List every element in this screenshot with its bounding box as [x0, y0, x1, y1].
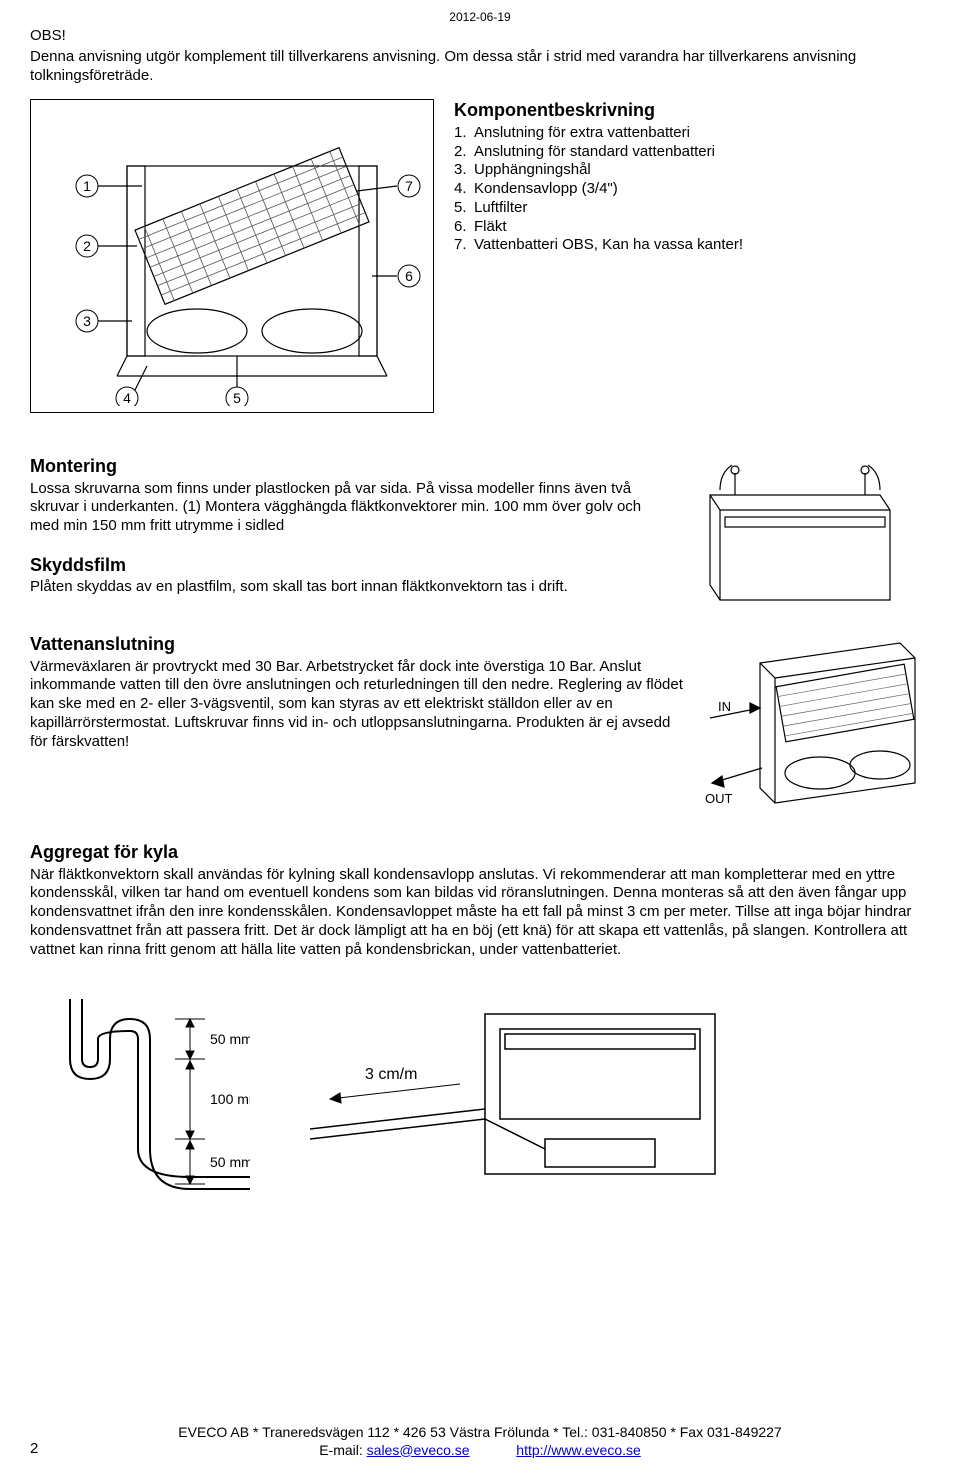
film-heading: Skyddsfilm: [30, 554, 670, 577]
svg-text:2: 2: [83, 238, 91, 254]
list-item: 4.Kondensavlopp (3/4"): [454, 180, 930, 199]
cooling-section: Aggregat för kyla När fläktkonvektorn sk…: [30, 841, 930, 959]
list-item: 6.Fläkt: [454, 218, 930, 237]
mounting-section: Montering Lossa skruvarna som finns unde…: [30, 455, 930, 615]
footer-url-link[interactable]: http://www.eveco.se: [516, 1442, 641, 1458]
component-row: 1 2 3 4 5 6 7 Komponentbeskrivning 1.Ans…: [30, 99, 930, 419]
svg-text:3: 3: [83, 313, 91, 329]
list-item: 5.Luftfilter: [454, 199, 930, 218]
svg-text:100 mm: 100 mm: [210, 1091, 250, 1107]
page-number: 2: [30, 1440, 38, 1459]
footer-spacer: [473, 1442, 512, 1458]
header-date: 2012-06-19: [30, 10, 930, 25]
svg-text:OUT: OUT: [705, 791, 733, 806]
svg-text:50 mm: 50 mm: [210, 1154, 250, 1170]
cabinet-icon: [690, 455, 900, 615]
components-items: 1.Anslutning för extra vattenbatteri 2.A…: [454, 124, 930, 255]
svg-text:4: 4: [123, 390, 131, 406]
list-item: 3.Upphängningshål: [454, 161, 930, 180]
mounting-heading: Montering: [30, 455, 670, 478]
page-footer: 2 EVECO AB * Traneredsvägen 112 * 426 53…: [30, 1424, 930, 1459]
components-heading: Komponentbeskrivning: [454, 99, 930, 122]
cooling-heading: Aggregat för kyla: [30, 841, 930, 864]
mounting-text: Lossa skruvarna som finns under plastloc…: [30, 480, 670, 536]
footer-email-link[interactable]: sales@eveco.se: [367, 1442, 470, 1458]
obs-text: Denna anvisning utgör komplement till ti…: [30, 48, 930, 86]
component-diagram-icon: 1 2 3 4 5 6 7: [37, 106, 427, 406]
water-figure: IN OUT: [700, 633, 930, 823]
cooling-text: När fläktkonvektorn skall användas för k…: [30, 866, 930, 960]
svg-text:1: 1: [83, 178, 91, 194]
footer-line1: EVECO AB * Traneredsvägen 112 * 426 53 V…: [178, 1424, 781, 1440]
svg-text:IN: IN: [718, 699, 731, 714]
water-text: Värmeväxlaren är provtryckt med 30 Bar. …: [30, 658, 690, 752]
svg-text:7: 7: [405, 178, 413, 194]
trap-dimensions-icon: 50 mm 100 mm 50 mm: [30, 989, 250, 1199]
obs-title: OBS!: [30, 27, 930, 46]
svg-text:50 mm: 50 mm: [210, 1031, 250, 1047]
list-item: 2.Anslutning för standard vattenbatteri: [454, 143, 930, 162]
list-item: 7.Vattenbatteri OBS, Kan ha vassa kanter…: [454, 236, 930, 255]
list-item: 1.Anslutning för extra vattenbatteri: [454, 124, 930, 143]
component-figure: 1 2 3 4 5 6 7: [30, 99, 434, 419]
water-heading: Vattenanslutning: [30, 633, 690, 656]
svg-text:6: 6: [405, 268, 413, 284]
drain-slope-icon: 3 cm/m: [310, 989, 730, 1199]
water-connection-icon: IN OUT: [700, 633, 920, 823]
film-text: Plåten skyddas av en plastfilm, som skal…: [30, 578, 670, 597]
svg-text:3 cm/m: 3 cm/m: [365, 1066, 417, 1083]
mounting-figure: [690, 455, 930, 615]
svg-text:5: 5: [233, 390, 241, 406]
component-list: Komponentbeskrivning 1.Anslutning för ex…: [454, 99, 930, 419]
footer-email-prefix: E-mail:: [319, 1442, 366, 1458]
water-section: Vattenanslutning Värmeväxlaren är provtr…: [30, 633, 930, 823]
page: 2012-06-19 OBS! Denna anvisning utgör ko…: [0, 0, 960, 1477]
drain-figures: 50 mm 100 mm 50 mm: [30, 989, 930, 1199]
